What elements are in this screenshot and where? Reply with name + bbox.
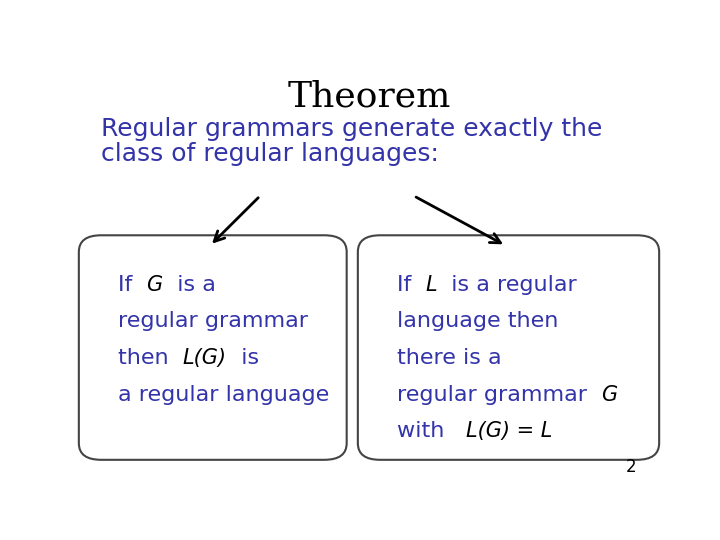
FancyBboxPatch shape <box>358 235 660 460</box>
Text: L(G) = L: L(G) = L <box>466 421 552 441</box>
Text: L: L <box>426 275 437 295</box>
Text: a regular language: a regular language <box>118 384 329 404</box>
Text: then: then <box>118 348 183 368</box>
Text: language then: language then <box>397 312 558 332</box>
Text: is a: is a <box>163 275 215 295</box>
Text: is: is <box>227 348 259 368</box>
Text: with: with <box>397 421 466 441</box>
Text: class of regular languages:: class of regular languages: <box>101 141 439 166</box>
Text: is a regular: is a regular <box>437 275 577 295</box>
Text: regular grammar: regular grammar <box>118 312 308 332</box>
Text: G: G <box>147 275 163 295</box>
Text: regular grammar: regular grammar <box>397 384 601 404</box>
Text: 2: 2 <box>626 458 637 476</box>
FancyBboxPatch shape <box>79 235 347 460</box>
Text: If: If <box>397 275 426 295</box>
Text: G: G <box>601 384 617 404</box>
Text: If: If <box>118 275 147 295</box>
Text: Theorem: Theorem <box>287 79 451 113</box>
Text: L(G): L(G) <box>183 348 227 368</box>
Text: Regular grammars generate exactly the: Regular grammars generate exactly the <box>101 117 603 141</box>
Text: there is a: there is a <box>397 348 502 368</box>
